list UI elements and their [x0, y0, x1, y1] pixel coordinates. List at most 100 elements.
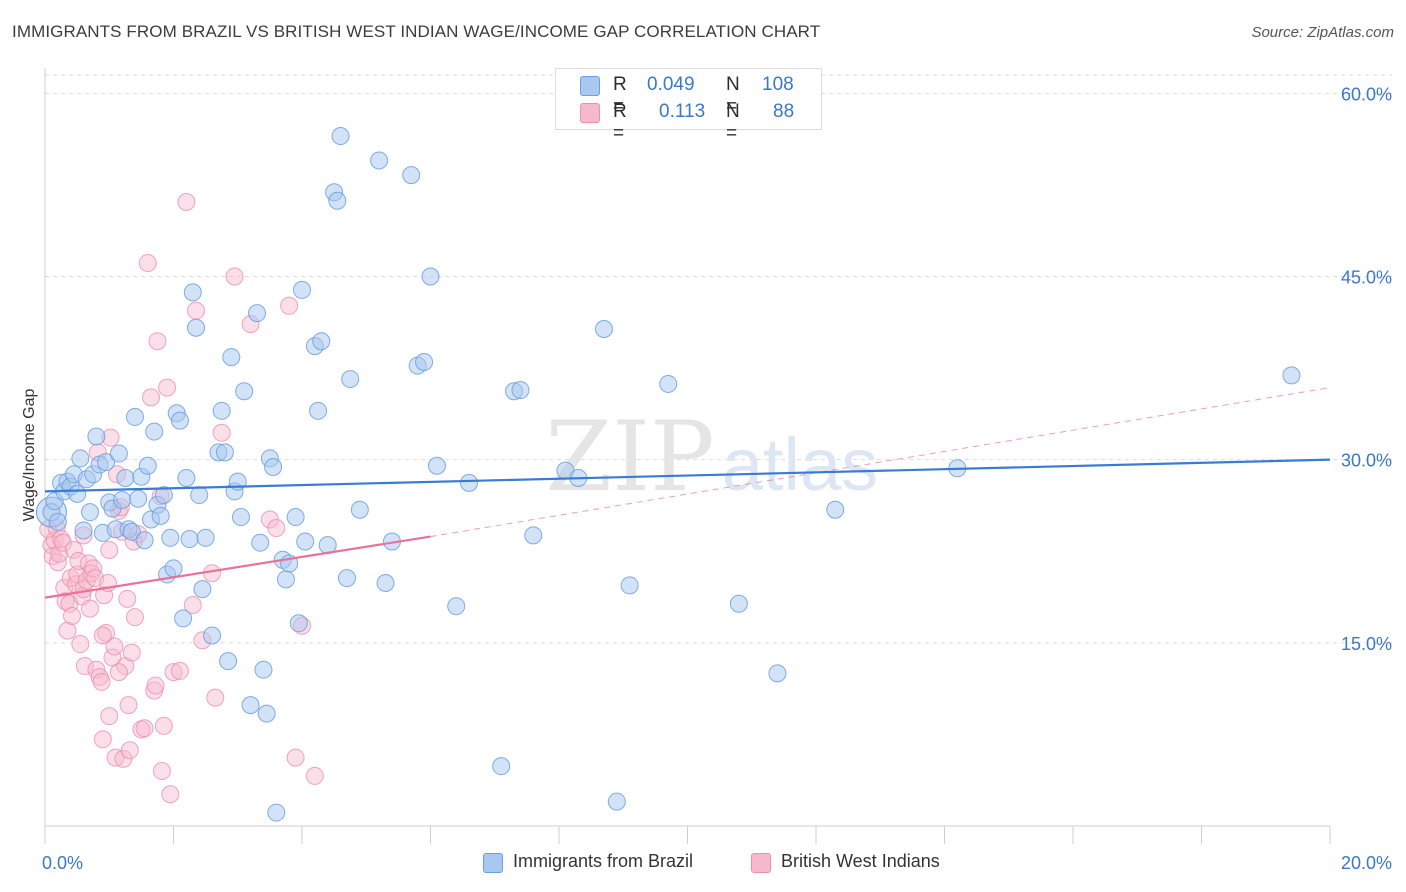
- data-point: [146, 676, 165, 695]
- data-point: [93, 626, 112, 645]
- data-point: [62, 606, 81, 625]
- data-point: [105, 637, 124, 656]
- data-point: [337, 569, 356, 588]
- legend-r-value: 0.113: [659, 101, 706, 122]
- data-point: [71, 635, 90, 654]
- data-point: [248, 304, 267, 323]
- data-point: [170, 661, 189, 680]
- watermark: ZIP atlas: [545, 401, 878, 513]
- data-point: [257, 704, 276, 723]
- data-point: [1282, 366, 1301, 385]
- data-point: [87, 427, 106, 446]
- data-point: [511, 381, 530, 400]
- data-point: [286, 748, 305, 767]
- y-axis-label: Wage/Income Gap: [21, 389, 38, 522]
- bottom-legend-swatch-bwi: [751, 853, 771, 873]
- data-point: [768, 664, 787, 683]
- data-point: [120, 741, 139, 760]
- data-point: [206, 688, 225, 707]
- x-tick-labels: 0.0% 20.0%: [42, 853, 1392, 873]
- data-point: [447, 597, 466, 616]
- data-point: [215, 443, 234, 462]
- data-point: [138, 254, 157, 273]
- data-point: [118, 589, 137, 608]
- trend-line-brazil: [44, 458, 1331, 493]
- data-point: [328, 191, 347, 210]
- data-point: [106, 748, 125, 767]
- data-point: [151, 506, 170, 525]
- legend-r-value: 0.049: [647, 74, 695, 95]
- data-point: [142, 388, 161, 407]
- data-point: [138, 456, 157, 475]
- data-point: [174, 609, 193, 628]
- correlation-legend: R = 0.049 N = 108 R = 0.113 N = 88: [555, 68, 822, 144]
- data-point: [50, 544, 69, 563]
- data-point: [109, 444, 128, 463]
- data-point: [231, 508, 250, 527]
- data-point: [251, 533, 270, 552]
- data-point: [148, 332, 167, 351]
- data-point: [80, 599, 99, 618]
- data-point: [193, 580, 212, 599]
- bottom-legend-label-bwi: British West Indians: [781, 851, 940, 871]
- data-point: [75, 657, 94, 676]
- watermark-atlas: atlas: [722, 423, 878, 506]
- data-point: [241, 696, 260, 715]
- y-tick-label: 30.0%: [1341, 451, 1392, 471]
- legend-r-label: R =: [613, 101, 627, 144]
- data-point: [170, 411, 189, 430]
- bottom-legend-swatch-brazil: [483, 853, 503, 873]
- series-immigrants-from-brazil: [35, 127, 1301, 822]
- data-point: [219, 652, 238, 671]
- data-point: [122, 522, 141, 541]
- data-point: [203, 626, 222, 645]
- legend-n-value: 108: [762, 74, 794, 95]
- data-point: [109, 663, 128, 682]
- data-point: [152, 762, 171, 781]
- data-point: [212, 401, 231, 420]
- data-point: [267, 803, 286, 822]
- data-point: [69, 552, 88, 571]
- trend-line-bwi: [44, 535, 431, 599]
- data-point: [186, 318, 205, 337]
- data-point: [826, 500, 845, 519]
- data-point: [119, 696, 138, 715]
- legend-n-label: N =: [726, 101, 740, 144]
- data-point: [402, 166, 421, 185]
- data-point: [164, 559, 183, 578]
- data-point: [289, 614, 308, 633]
- data-point: [305, 766, 324, 785]
- x-tick-label: 20.0%: [1341, 853, 1392, 873]
- data-point: [183, 283, 202, 302]
- axes: [44, 68, 1331, 844]
- data-point: [113, 490, 132, 509]
- data-point: [53, 533, 72, 552]
- data-point: [607, 792, 626, 811]
- data-point: [296, 532, 315, 551]
- data-point: [71, 449, 90, 468]
- data-point: [254, 660, 273, 679]
- data-point: [235, 382, 254, 401]
- data-point: [100, 707, 119, 726]
- data-point: [92, 672, 111, 691]
- data-point: [125, 407, 144, 426]
- data-point: [264, 457, 283, 476]
- data-point: [341, 370, 360, 389]
- data-point: [180, 530, 199, 549]
- data-point: [492, 757, 511, 776]
- data-point: [116, 468, 135, 487]
- data-point: [145, 422, 164, 441]
- data-point: [164, 663, 183, 682]
- data-point: [161, 528, 180, 547]
- y-tick-label: 60.0%: [1341, 84, 1392, 104]
- grid-lines: [45, 74, 1392, 644]
- data-point: [620, 576, 639, 595]
- x-tick-label: 0.0%: [42, 853, 83, 873]
- data-point: [97, 624, 116, 643]
- chart-title: IMMIGRANTS FROM BRAZIL VS BRITISH WEST I…: [12, 22, 821, 41]
- data-point: [222, 348, 241, 367]
- data-point: [80, 503, 99, 522]
- data-point: [196, 528, 215, 547]
- legend-r-label: R =: [613, 74, 627, 117]
- data-point: [350, 500, 369, 519]
